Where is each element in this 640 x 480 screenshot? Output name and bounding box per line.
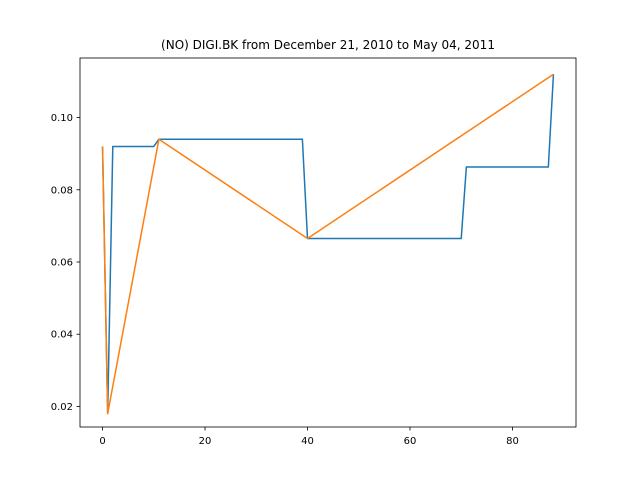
chart-title: (NO) DIGI.BK from December 21, 2010 to M… [161, 38, 495, 52]
y-axis: 0.02 0.04 0.06 0.08 0.10 [51, 113, 80, 413]
x-tick-label: 0 [99, 436, 105, 447]
x-tick-label: 20 [199, 436, 212, 447]
series-line-0 [101, 74, 555, 415]
x-axis: 0 20 40 60 80 [99, 427, 519, 447]
y-tick-label: 0.06 [51, 257, 73, 268]
plot-frame [79, 57, 577, 428]
y-tick-label: 0.02 [51, 402, 73, 413]
x-tick-label: 80 [506, 436, 519, 447]
y-tick-label: 0.10 [51, 113, 73, 124]
x-tick-label: 60 [404, 436, 417, 447]
y-tick-label: 0.04 [51, 330, 73, 341]
y-tick-label: 0.08 [51, 185, 73, 196]
plot-lines [101, 73, 555, 415]
series-line-1 [101, 73, 554, 415]
x-tick-label: 40 [301, 436, 314, 447]
